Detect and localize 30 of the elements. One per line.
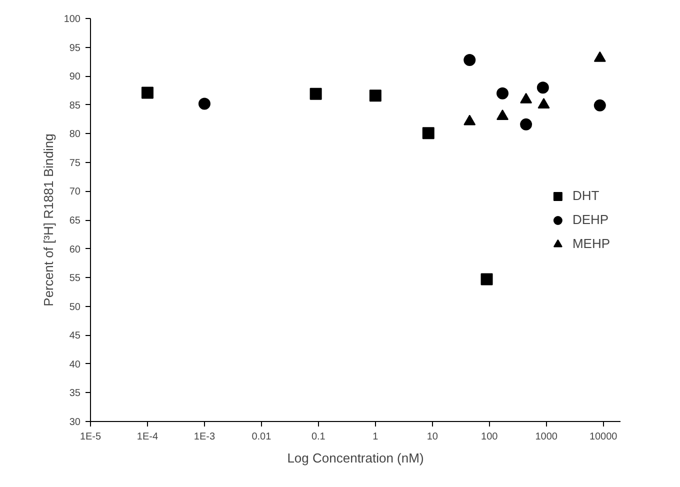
x-axis-title: Log Concentration (nM): [287, 450, 424, 466]
x-tick-label: 1E-3: [194, 432, 216, 442]
y-tick-label: 35: [69, 388, 81, 400]
y-tick-label: 30: [69, 417, 81, 428]
y-tick-label: 65: [69, 216, 81, 226]
y-tick-label: 75: [69, 158, 81, 169]
x-tick-label: 1E-5: [80, 432, 102, 442]
y-tick-label: 80: [69, 129, 81, 140]
y-tick-label: 90: [69, 72, 81, 83]
x-tick-label: 0.01: [252, 432, 272, 442]
x-tick-label: 1000: [535, 432, 558, 442]
legend-label: MEHP: [572, 236, 610, 251]
y-tick-label: 70: [69, 186, 81, 198]
y-tick-label: 45: [69, 330, 81, 342]
x-tick-label: 0.1: [311, 432, 326, 442]
x-tick-label: 10: [426, 432, 438, 442]
y-tick-label: 100: [64, 14, 81, 25]
y-tick-label: 95: [69, 42, 81, 54]
y-tick-label: 55: [69, 273, 81, 284]
y-tick-label: 50: [69, 302, 81, 313]
x-tick-label: 1: [372, 432, 379, 442]
x-tick-label: 1E-4: [136, 432, 158, 442]
legend-label: DEHP: [572, 212, 609, 227]
x-tick-label: 10000: [589, 432, 618, 442]
y-tick-label: 85: [69, 100, 81, 112]
x-tick-label: 100: [481, 432, 498, 442]
legend-label: DHT: [572, 188, 600, 203]
y-tick-label: 40: [69, 359, 81, 370]
y-axis-title: Percent of [³H] R1881 Binding: [40, 134, 56, 306]
y-tick-label: 60: [69, 244, 81, 256]
